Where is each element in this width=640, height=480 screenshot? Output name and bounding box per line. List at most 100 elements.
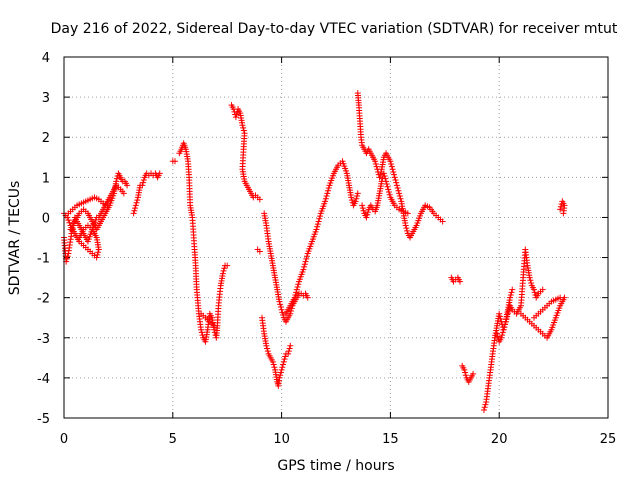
data-point: [293, 286, 300, 293]
data-point: [277, 369, 284, 376]
data-point: [285, 348, 292, 355]
y-tick-label: -1: [37, 252, 50, 267]
y-tick-label: 3: [42, 91, 50, 106]
data-point: [388, 160, 395, 167]
data-point: [198, 326, 205, 333]
data-point: [385, 186, 392, 193]
data-point: [386, 191, 393, 198]
data-point: [385, 189, 392, 196]
data-point: [113, 175, 120, 182]
data-point: [391, 171, 398, 178]
data-point: [120, 190, 127, 197]
data-point: [380, 170, 387, 177]
data-point: [508, 289, 515, 296]
data-point: [397, 195, 404, 202]
data-point: [279, 309, 286, 316]
data-point: [377, 171, 384, 178]
data-point: [276, 374, 283, 381]
data-point: [93, 254, 100, 261]
y-tick-label: 0: [42, 211, 50, 226]
x-axis-label: GPS time / hours: [277, 458, 394, 474]
data-point: [314, 223, 321, 230]
y-tick-label: -5: [37, 412, 50, 427]
x-tick-label: 0: [60, 432, 68, 447]
data-point: [171, 158, 178, 165]
data-point: [505, 308, 512, 315]
data-point: [496, 313, 503, 320]
data-point: [324, 190, 331, 197]
data-point: [303, 253, 310, 260]
data-point: [352, 198, 359, 205]
data-point: [527, 277, 534, 284]
data-point: [64, 253, 71, 260]
data-point: [293, 289, 300, 296]
data-point: [499, 332, 506, 339]
data-point: [376, 174, 383, 181]
data-point: [383, 178, 390, 185]
data-point: [503, 316, 510, 323]
data-point: [402, 222, 409, 229]
data-point: [264, 345, 271, 352]
data-point: [256, 248, 263, 255]
data-point: [502, 321, 509, 328]
data-point: [302, 258, 309, 265]
chart-title: Day 216 of 2022, Sidereal Day-to-day VTE…: [51, 21, 618, 37]
data-point: [278, 366, 285, 373]
data-point: [364, 211, 371, 218]
data-point: [394, 185, 401, 192]
data-point: [462, 372, 469, 379]
data-point: [224, 262, 231, 269]
data-point: [348, 194, 355, 201]
data-point: [285, 350, 292, 357]
data-point: [539, 286, 546, 293]
data-point: [156, 170, 163, 177]
x-tick-label: 5: [169, 432, 177, 447]
data-point: [461, 366, 468, 373]
data-point: [64, 214, 71, 221]
data-point: [219, 270, 226, 277]
data-point: [496, 310, 503, 317]
data-point: [140, 179, 147, 186]
data-point: [384, 183, 391, 190]
data-point: [287, 342, 294, 349]
data-point: [498, 334, 505, 341]
data-point: [509, 286, 516, 293]
data-point: [507, 294, 514, 301]
y-tick-label: -3: [37, 332, 50, 347]
data-point: [263, 342, 270, 349]
data-point: [240, 124, 247, 131]
data-point: [304, 294, 311, 301]
data-point: [373, 163, 380, 170]
data-point: [526, 274, 533, 281]
data-points: [61, 90, 568, 413]
data-point: [404, 210, 411, 217]
y-tick-label: 1: [42, 171, 50, 186]
data-point: [317, 213, 324, 220]
data-point: [372, 160, 379, 167]
data-point: [232, 114, 239, 121]
data-point: [316, 215, 323, 222]
data-point: [279, 364, 286, 371]
data-point: [364, 209, 371, 216]
data-point: [322, 195, 329, 202]
data-point: [286, 345, 293, 352]
data-point: [233, 111, 240, 118]
data-point: [557, 203, 564, 210]
data-point: [497, 316, 504, 323]
data-point: [131, 207, 138, 214]
data-point: [291, 294, 298, 301]
data-point: [360, 207, 367, 214]
data-point: [499, 329, 506, 336]
data-point: [390, 168, 397, 175]
data-point: [557, 206, 564, 213]
data-point: [393, 182, 400, 189]
data-point: [124, 182, 131, 189]
data-point: [94, 251, 101, 258]
data-point: [383, 181, 390, 188]
y-tick-label: -4: [37, 372, 50, 387]
data-point: [264, 348, 271, 355]
data-point: [500, 326, 507, 333]
data-point: [277, 304, 284, 311]
data-point: [240, 127, 247, 134]
